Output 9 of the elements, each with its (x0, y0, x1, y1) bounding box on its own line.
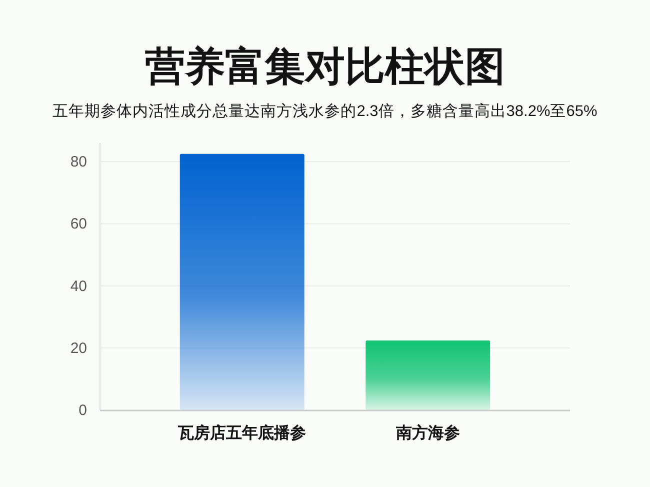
x-tick-label: 瓦房店五年底播参 (177, 423, 306, 442)
y-tick-label: 0 (78, 402, 87, 419)
x-tick-label: 南方海参 (394, 423, 460, 442)
y-tick-label: 80 (70, 154, 87, 171)
chart-subtitle: 五年期参体内活性成分总量达南方浅水参的2.3倍，多糖含量高出38.2%至65% (52, 102, 598, 120)
y-tick-label: 40 (70, 278, 87, 295)
y-tick-label: 20 (70, 340, 87, 357)
y-tick-label: 60 (70, 216, 87, 233)
chart-title: 营养富集对比柱状图 (145, 45, 505, 89)
